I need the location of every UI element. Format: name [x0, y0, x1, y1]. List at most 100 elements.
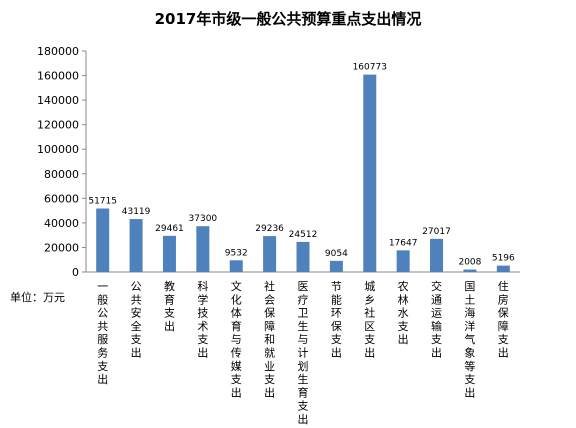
category-label-char: 公	[97, 307, 108, 320]
category-label-char: 和	[264, 333, 275, 346]
category-label-char: 乡	[364, 293, 375, 306]
category-label-char: 共	[131, 293, 142, 306]
category-label-char: 育	[298, 385, 309, 399]
bar	[463, 269, 477, 272]
category-label-char: 环	[331, 307, 342, 320]
category-label-char: 出	[364, 346, 375, 360]
category-label-char: 公	[131, 280, 142, 293]
bar	[96, 208, 110, 272]
y-tick-label: 180000	[37, 45, 79, 58]
category-label-char: 务	[97, 347, 108, 360]
category-label-char: 学	[197, 292, 208, 306]
data-label: 37300	[189, 214, 218, 224]
category-label-char: 出	[264, 385, 275, 399]
data-label: 5196	[492, 254, 515, 264]
category-label-char: 出	[298, 412, 309, 426]
bar	[396, 250, 410, 272]
category-label-char: 城	[364, 280, 375, 293]
data-label: 17647	[389, 238, 418, 248]
category-label-char: 社	[364, 306, 375, 320]
category-label-char: 支	[197, 333, 208, 346]
category-label-char: 出	[131, 346, 142, 360]
category-label-char: 疗	[298, 292, 309, 306]
category-label-char: 生	[298, 372, 309, 386]
category-label-char: 一	[97, 280, 108, 293]
category-label-char: 出	[164, 319, 175, 333]
category-label-char: 出	[231, 385, 242, 399]
category-label-char: 支	[464, 373, 475, 386]
category-label-char: 卫	[298, 307, 309, 320]
data-label: 27017	[422, 227, 451, 237]
y-tick-label: 40000	[44, 217, 79, 230]
data-label: 24512	[289, 230, 318, 240]
bar	[162, 235, 176, 272]
category-label: 一般公共服务支出	[97, 280, 108, 386]
unit-label: 单位：万元	[10, 290, 65, 304]
category-label-char: 出	[464, 385, 475, 399]
category-label-char: 支	[364, 333, 375, 346]
y-tick-label: 140000	[37, 94, 79, 107]
category-label-char: 支	[97, 360, 108, 373]
y-tick-label: 20000	[44, 241, 79, 254]
category-label-char: 出	[431, 346, 442, 360]
category-label-char: 保	[331, 319, 342, 333]
category-label: 国土海洋气象等支出	[464, 280, 475, 399]
y-tick-label: 120000	[37, 119, 79, 132]
category-label-char: 出	[498, 346, 509, 360]
bars-group: 51715 43119 29461 37300 9532 29236 24512 9054 16…	[88, 63, 515, 273]
bar	[363, 74, 377, 273]
category-label-char: 化	[231, 292, 242, 306]
category-label-char: 技	[197, 307, 208, 320]
category-label-char: 等	[464, 359, 475, 373]
category-label: 城乡社区支出	[364, 280, 375, 360]
category-label-char: 障	[498, 319, 509, 333]
category-label-char: 通	[431, 293, 442, 306]
category-label-char: 全	[131, 319, 142, 333]
category-label: 社会保障和就业支出	[264, 279, 275, 399]
chart-title: 2017年市级一般公共预算重点支出情况	[155, 10, 422, 28]
category-label-char: 支	[498, 333, 509, 346]
category-label: 医疗卫生与计划生育支出	[298, 280, 309, 426]
data-label: 9532	[225, 248, 248, 258]
category-label-char: 术	[197, 320, 208, 333]
category-label-char: 交	[431, 279, 442, 293]
category-label-char: 气	[464, 332, 475, 346]
category-label-char: 支	[431, 333, 442, 346]
category-label-char: 支	[264, 373, 275, 386]
category-label-char: 科	[197, 279, 208, 293]
data-label: 160773	[353, 63, 387, 73]
category-label-char: 服	[97, 333, 108, 346]
category-label-char: 住	[498, 279, 509, 293]
category-label-char: 安	[131, 306, 142, 320]
category-label-char: 农	[398, 279, 409, 293]
category-label-char: 划	[298, 360, 309, 373]
data-label: 29461	[155, 224, 184, 234]
category-label-char: 支	[231, 373, 242, 386]
y-axis: 0 20000 40000 60000 80000 100000 120000 140000 1…	[37, 45, 520, 279]
category-label-char: 节	[331, 280, 342, 293]
category-label-char: 国	[464, 280, 475, 293]
category-label: 文化体育与传媒支出	[231, 279, 242, 399]
bar	[129, 219, 143, 272]
category-label-char: 支	[298, 400, 309, 413]
category-label: 农林水支出	[398, 279, 409, 346]
y-tick-label: 160000	[37, 70, 79, 83]
category-label-char: 生	[298, 319, 309, 333]
bar	[496, 265, 510, 272]
y-tick-label: 0	[72, 266, 79, 279]
data-label: 43119	[122, 207, 151, 217]
category-label-char: 土	[464, 293, 475, 306]
bar	[263, 236, 277, 272]
category-labels: 一般公共服务支出公共安全支出教育支出科学技术支出文化体育与传媒支出社会保障和就业…	[97, 279, 509, 426]
category-label-char: 保	[264, 306, 275, 320]
bar	[229, 260, 243, 272]
category-label-char: 出	[97, 372, 108, 386]
category-label-char: 文	[231, 279, 242, 293]
category-label-char: 支	[331, 333, 342, 346]
category-label-char: 传	[231, 347, 242, 360]
data-label: 29236	[255, 224, 284, 234]
category-label-char: 运	[431, 307, 442, 320]
data-label: 2008	[458, 258, 481, 268]
category-label-char: 能	[331, 292, 342, 306]
category-label-char: 计	[298, 347, 309, 360]
